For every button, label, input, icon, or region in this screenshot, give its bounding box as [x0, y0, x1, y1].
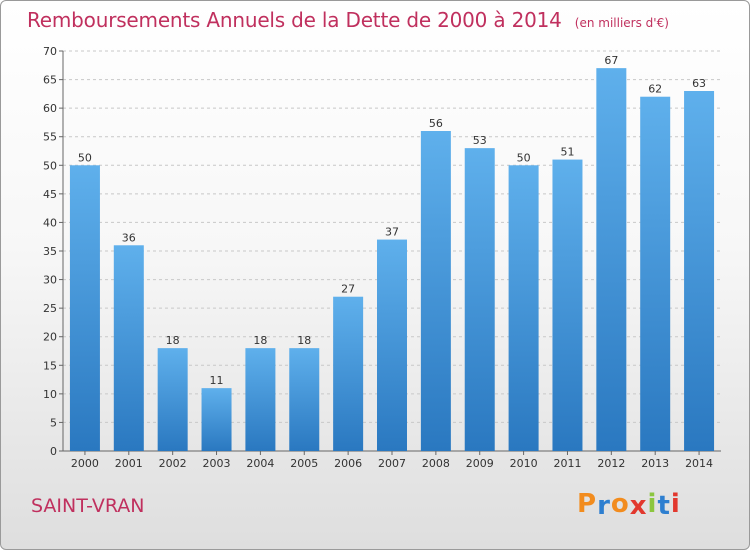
bar-value-label: 11: [210, 374, 224, 387]
logo-letter: o: [610, 489, 630, 519]
bar: [420, 131, 451, 451]
bar: [333, 296, 364, 451]
y-tick-label: 60: [43, 102, 57, 115]
y-tick-label: 0: [50, 445, 57, 458]
bar: [640, 96, 671, 451]
y-tick-label: 55: [43, 131, 57, 144]
x-tick-label: 2008: [422, 457, 450, 470]
logo-letter: i: [670, 489, 681, 519]
bar: [289, 348, 320, 451]
y-tick-label: 20: [43, 331, 57, 344]
logo-letter: x: [629, 491, 648, 521]
bar: [201, 388, 232, 451]
x-tick-label: 2011: [553, 457, 581, 470]
y-tick-label: 15: [43, 359, 57, 372]
chart-title: Remboursements Annuels de la Dette de 20…: [27, 8, 562, 32]
bar-value-label: 53: [473, 134, 487, 147]
x-tick-label: 2003: [203, 457, 231, 470]
bar: [508, 165, 539, 452]
bar-value-label: 18: [297, 334, 311, 347]
bar-value-label: 50: [78, 151, 92, 164]
x-tick-label: 2013: [641, 457, 669, 470]
chart-subtitle: (en milliers d'€): [574, 16, 669, 30]
y-tick-label: 25: [43, 302, 57, 315]
bar: [552, 159, 583, 452]
bar-value-label: 36: [122, 231, 136, 244]
y-tick-label: 70: [43, 45, 57, 58]
bar: [684, 91, 715, 451]
bar: [245, 348, 276, 451]
y-tick-label: 40: [43, 216, 57, 229]
bar-value-label: 56: [429, 117, 443, 130]
y-tick-label: 10: [43, 388, 57, 401]
bar-value-label: 18: [166, 334, 180, 347]
bar: [113, 245, 144, 451]
y-tick-label: 50: [43, 159, 57, 172]
x-tick-label: 2012: [597, 457, 625, 470]
bar-value-label: 51: [560, 146, 574, 159]
bar-value-label: 63: [692, 77, 706, 90]
logo-letter: i: [647, 489, 658, 519]
x-tick-label: 2006: [334, 457, 362, 470]
bar: [596, 68, 627, 452]
bar-value-label: 37: [385, 226, 399, 239]
bar-value-label: 67: [604, 54, 618, 67]
y-tick-label: 35: [43, 245, 57, 258]
bar: [464, 148, 495, 451]
proxiti-logo: Proxiti: [577, 489, 681, 521]
x-tick-label: 2014: [685, 457, 713, 470]
y-tick-label: 30: [43, 274, 57, 287]
x-tick-label: 2004: [246, 457, 274, 470]
x-tick-label: 2007: [378, 457, 406, 470]
bar: [69, 165, 100, 452]
bar-value-label: 27: [341, 283, 355, 296]
y-tick-label: 5: [50, 416, 57, 429]
bar-value-label: 50: [517, 151, 531, 164]
logo-letter: P: [577, 489, 598, 519]
y-tick-label: 65: [43, 74, 57, 87]
y-tick-label: 45: [43, 188, 57, 201]
x-tick-label: 2002: [159, 457, 187, 470]
bar: [377, 239, 407, 451]
logo-letter: r: [597, 491, 611, 521]
x-tick-label: 2009: [466, 457, 494, 470]
bar-value-label: 62: [648, 83, 662, 96]
bar-value-label: 18: [253, 334, 267, 347]
place-name: SAINT-VRAN: [31, 495, 145, 517]
logo-letter: t: [657, 491, 671, 521]
title-row: Remboursements Annuels de la Dette de 20…: [27, 8, 669, 32]
x-tick-label: 2000: [71, 457, 99, 470]
x-tick-label: 2005: [290, 457, 318, 470]
x-tick-label: 2010: [510, 457, 538, 470]
bar: [157, 348, 188, 451]
x-tick-label: 2001: [115, 457, 143, 470]
